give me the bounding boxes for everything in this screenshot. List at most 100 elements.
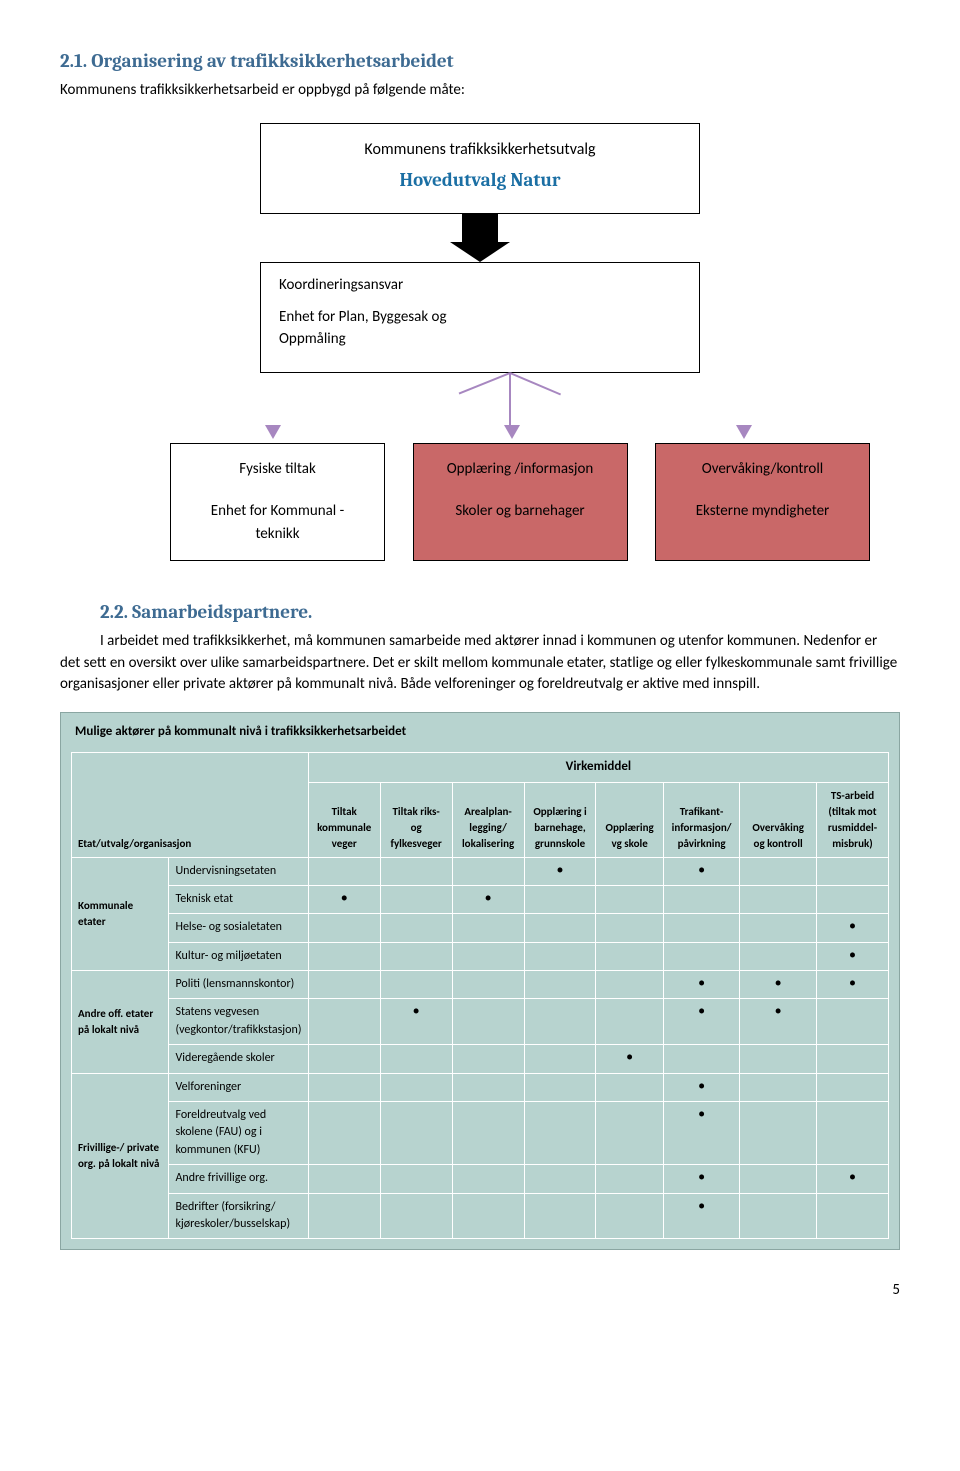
actors-cell xyxy=(740,914,817,942)
org-top-box: Kommunens trafikksikkerhetsutvalg Hovedu… xyxy=(260,123,700,214)
actors-cell xyxy=(452,942,524,970)
actors-cell xyxy=(524,1073,596,1101)
actors-cell xyxy=(452,1045,524,1073)
actors-cell xyxy=(816,999,888,1045)
actors-rowname: Foreldreutvalg ved skolene (FAU) og i ko… xyxy=(169,1102,308,1165)
actors-cell xyxy=(524,999,596,1045)
actors-cell xyxy=(596,1165,663,1193)
org-mid-line1: Koordineringsansvar xyxy=(279,275,681,297)
actors-cell xyxy=(452,857,524,885)
actors-row: Bedrifter (forsikring/ kjøreskoler/busse… xyxy=(72,1193,889,1239)
actors-cell xyxy=(816,1193,888,1239)
org-bottom-box-1: Opplæring /informasjon Skoler og barneha… xyxy=(413,443,628,561)
actors-cell xyxy=(663,857,740,885)
actors-cell xyxy=(524,1165,596,1193)
actors-cell xyxy=(596,885,663,913)
actors-cell xyxy=(596,999,663,1045)
actors-row: Videregående skoler xyxy=(72,1045,889,1073)
actors-cell xyxy=(663,914,740,942)
actors-rowgroup-2: Frivillige-/ private org. på lokalt nivå xyxy=(72,1073,169,1239)
actors-rowname: Bedrifter (forsikring/ kjøreskoler/busse… xyxy=(169,1193,308,1239)
actors-cell xyxy=(663,1165,740,1193)
actors-col-0: Tiltak kommunale veger xyxy=(308,782,380,857)
actors-cell xyxy=(380,1193,452,1239)
actors-col-5: Trafikant­informasjon/ påvirkning xyxy=(663,782,740,857)
actors-cell xyxy=(380,971,452,999)
actors-rowname: Politi (lensmannskontor) xyxy=(169,971,308,999)
actors-cell xyxy=(380,1102,452,1165)
actors-cell xyxy=(380,1073,452,1101)
actors-cell xyxy=(663,942,740,970)
actors-cell xyxy=(596,1073,663,1101)
actors-cell xyxy=(308,999,380,1045)
heading-2-1: 2.1. Organisering av trafikksikkerhetsar… xyxy=(60,48,900,76)
actors-cell xyxy=(308,857,380,885)
org-connectors xyxy=(170,373,850,443)
body-2-2: I arbeidet med trafikksikkerhet, må komm… xyxy=(60,631,900,696)
actors-cell xyxy=(380,914,452,942)
actors-cell xyxy=(816,1165,888,1193)
actors-cell xyxy=(816,1102,888,1165)
actors-cell xyxy=(663,1102,740,1165)
actors-rowname: Undervisningsetaten xyxy=(169,857,308,885)
org-bottom-0-line3: teknikk xyxy=(185,523,370,546)
actors-cell xyxy=(740,885,817,913)
org-mid-line3: Oppmåling xyxy=(279,329,681,351)
actors-cell xyxy=(816,1045,888,1073)
actors-cell xyxy=(740,1073,817,1101)
actors-cell xyxy=(308,971,380,999)
actors-col-1: Tiltak riks- og fylkesveger xyxy=(380,782,452,857)
actors-cell xyxy=(380,857,452,885)
actors-cell xyxy=(452,885,524,913)
actors-rowname: Teknisk etat xyxy=(169,885,308,913)
actors-cell xyxy=(740,1193,817,1239)
actors-cell xyxy=(452,1073,524,1101)
actors-row: Andre frivillige org. xyxy=(72,1165,889,1193)
org-bottom-1-line1: Opplæring /informasjon xyxy=(428,458,613,481)
actors-cell xyxy=(380,1045,452,1073)
heading-2-2: 2.2. Samarbeidspartnere. xyxy=(100,599,900,627)
actors-col-6: Overvåking og kontroll xyxy=(740,782,817,857)
actors-col-2: Arealplan­legging/ lokalisering xyxy=(452,782,524,857)
actors-cell xyxy=(524,1102,596,1165)
org-bottom-row: Fysiske tiltak Enhet for Kommunal - tekn… xyxy=(170,443,870,561)
org-bottom-1-line2: Skoler og barnehager xyxy=(428,500,613,523)
actors-rowname: Andre frivillige org. xyxy=(169,1165,308,1193)
actors-cell xyxy=(308,1193,380,1239)
actors-cell xyxy=(596,1193,663,1239)
actors-col-4: Opplæring vg skole xyxy=(596,782,663,857)
org-bottom-2-line1: Overvåking/kontroll xyxy=(670,458,855,481)
actors-row: Andre off. etater på lokalt nivåPoliti (… xyxy=(72,971,889,999)
actors-cell xyxy=(380,1165,452,1193)
actors-rowname: Kultur- og miljøetaten xyxy=(169,942,308,970)
org-arrow xyxy=(260,214,700,262)
actors-cell xyxy=(308,1045,380,1073)
actors-cell xyxy=(740,1165,817,1193)
actors-cell xyxy=(663,971,740,999)
actors-cell xyxy=(596,857,663,885)
actors-cell xyxy=(740,857,817,885)
actors-cell xyxy=(740,1045,817,1073)
actors-cell xyxy=(663,1193,740,1239)
actors-rowgroup-0: Kommunale etater xyxy=(72,857,169,971)
actors-groupheader: Virkemiddel xyxy=(308,752,888,782)
actors-cell xyxy=(308,1073,380,1101)
actors-col-3: Opplæring i barnehage, grunnskole xyxy=(524,782,596,857)
org-mid-box: Koordineringsansvar Enhet for Plan, Bygg… xyxy=(260,262,700,373)
actors-cell xyxy=(452,1165,524,1193)
actors-cell xyxy=(816,914,888,942)
actors-cell xyxy=(663,999,740,1045)
actors-row: Teknisk etat xyxy=(72,885,889,913)
actors-cell xyxy=(663,1045,740,1073)
org-top-line2: Hovedutvalg Natur xyxy=(281,167,679,195)
actors-cell xyxy=(663,1073,740,1101)
org-bottom-0-line1: Fysiske tiltak xyxy=(185,458,370,481)
actors-rowname: Statens vegvesen (vegkontor/trafikkstasj… xyxy=(169,999,308,1045)
actors-row: Statens vegvesen (vegkontor/trafikkstasj… xyxy=(72,999,889,1045)
actors-cell xyxy=(596,1045,663,1073)
actors-cell xyxy=(816,971,888,999)
actors-panel: Mulige aktører på kommunalt nivå i trafi… xyxy=(60,712,900,1250)
actors-cell xyxy=(380,999,452,1045)
actors-rowname: Videregående skoler xyxy=(169,1045,308,1073)
actors-caption: Mulige aktører på kommunalt nivå i trafi… xyxy=(75,723,889,742)
